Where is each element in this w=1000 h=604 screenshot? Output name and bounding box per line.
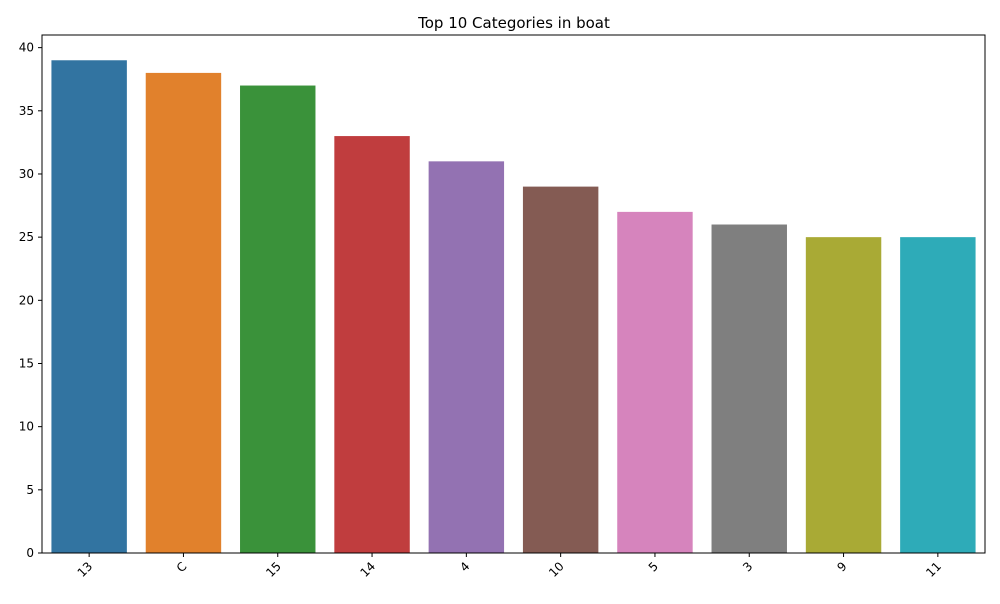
x-tick-label: 3 [740, 559, 755, 574]
bar-13 [51, 60, 127, 554]
x-tick-label: 13 [75, 559, 96, 580]
y-axis: 0 5 10 15 20 25 30 35 40 [19, 41, 42, 560]
y-tick-label: 5 [26, 483, 34, 497]
x-tick-label: 4 [457, 559, 472, 574]
x-axis: 13 C 15 14 4 10 5 3 9 11 [75, 553, 944, 580]
plot-frame-border [41, 34, 986, 554]
x-tick-label: 10 [546, 559, 567, 580]
x-tick-label: 9 [834, 559, 849, 574]
y-tick-label: 20 [19, 293, 34, 307]
y-tick-label: 0 [26, 546, 34, 560]
y-tick-label: 15 [19, 356, 34, 370]
bar-11 [900, 237, 976, 553]
bar-4 [428, 161, 505, 553]
x-tick-label: C [174, 559, 190, 575]
y-tick-label: 10 [19, 420, 34, 434]
plot-frame [41, 34, 986, 554]
bar-10 [522, 186, 599, 554]
y-tick-label: 35 [19, 104, 34, 118]
x-tick-label: 5 [646, 559, 661, 574]
bar-9 [805, 237, 882, 553]
y-tick-label: 40 [19, 41, 34, 55]
y-tick-label: 30 [19, 167, 34, 181]
y-tick-label: 25 [19, 230, 34, 244]
bar-C [145, 72, 222, 553]
x-tick-label: 15 [263, 559, 284, 580]
chart-title: Top 10 Categories in boat [417, 14, 610, 32]
bar-5 [617, 211, 693, 553]
x-tick-label: 14 [357, 559, 378, 580]
bar-3 [711, 224, 787, 553]
bar-15 [240, 85, 316, 553]
bars-layer [51, 60, 976, 554]
bar-14 [334, 136, 410, 553]
x-tick-label: 11 [923, 559, 944, 580]
